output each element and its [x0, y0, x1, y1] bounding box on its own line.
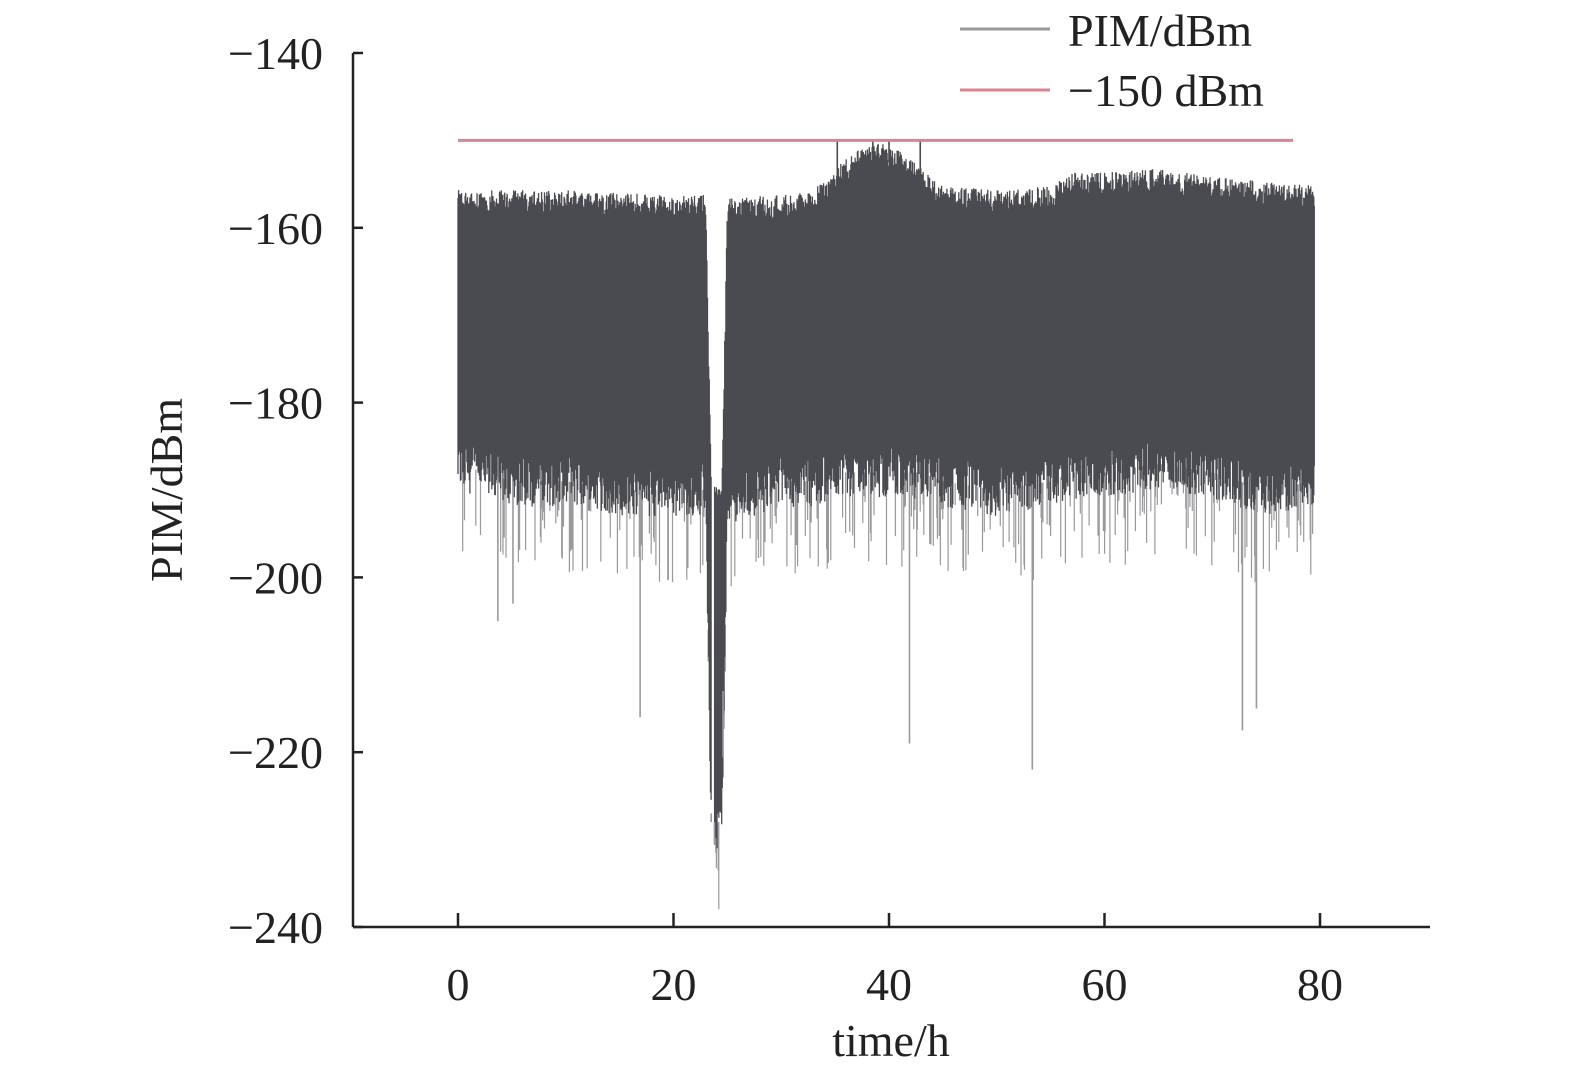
- x-tick-label: 80: [1297, 959, 1343, 1010]
- x-axis-label: time/h: [832, 1015, 950, 1066]
- pim-series-spikes: [462, 464, 1314, 910]
- x-tick-label: 20: [651, 959, 697, 1010]
- pim-series: [457, 144, 1315, 849]
- x-tick-label: 0: [447, 959, 470, 1010]
- y-tick-label: −180: [228, 378, 323, 429]
- legend: PIM/dBm −150 dBm: [960, 5, 1264, 116]
- x-tick-label: 40: [866, 959, 912, 1010]
- y-axis-label: PIM/dBm: [141, 398, 192, 582]
- x-tick-label: 60: [1082, 959, 1128, 1010]
- legend-label-pim: PIM/dBm: [1068, 5, 1252, 56]
- y-tick-label: −220: [228, 727, 323, 778]
- tick-layer: −140 −160 −180 −200 −220 −240 0 20 40 60 80: [228, 28, 1343, 1010]
- y-tick-label: −160: [228, 203, 323, 254]
- y-tick-label: −200: [228, 552, 323, 603]
- plot-area: [457, 140, 1315, 910]
- y-tick-label: −240: [228, 902, 323, 953]
- legend-label-threshold: −150 dBm: [1068, 65, 1264, 116]
- y-tick-label: −140: [228, 28, 323, 79]
- axes: [351, 53, 1430, 929]
